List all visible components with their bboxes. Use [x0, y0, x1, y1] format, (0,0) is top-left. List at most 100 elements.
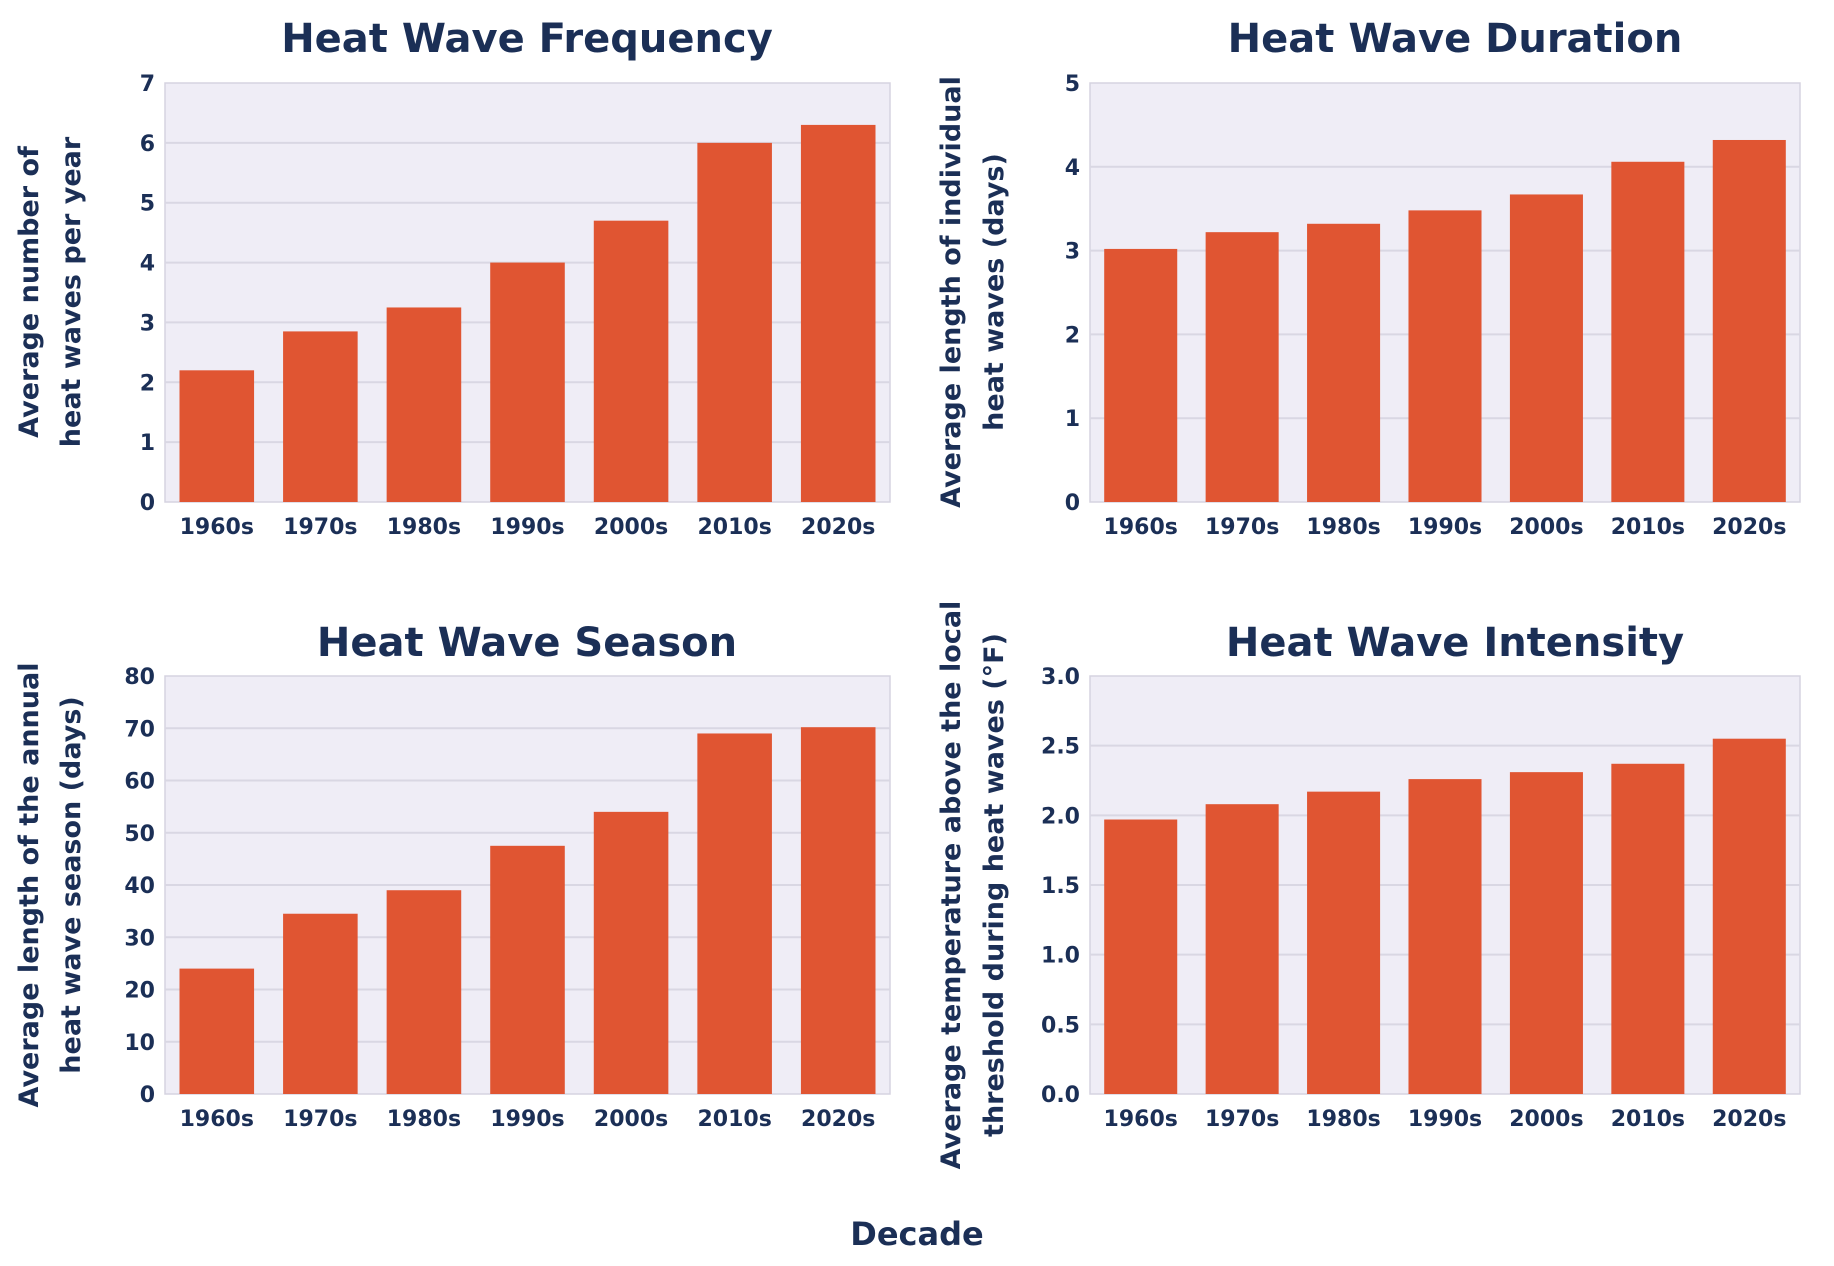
chart-3-title: Heat Wave Season — [317, 620, 737, 666]
chart-4-bar-2010s — [1611, 763, 1685, 1094]
chart-2-y-axis-label: Average length of individual — [936, 76, 967, 508]
chart-1-title: Heat Wave Frequency — [281, 16, 773, 62]
chart-3-x-tick-label: 2000s — [594, 1107, 668, 1132]
chart-1-x-tick-label: 1990s — [490, 515, 564, 540]
chart-1-x-tick-label: 1980s — [387, 515, 461, 540]
chart-4-x-tick-label: 2020s — [1712, 1107, 1786, 1132]
chart-2-x-tick-label: 1990s — [1408, 515, 1482, 540]
chart-3-y-tick-label: 60 — [124, 770, 155, 795]
chart-2-x-tick-label: 1980s — [1306, 515, 1380, 540]
chart-3-x-tick-label: 1980s — [387, 1107, 461, 1132]
chart-2-x-tick-label: 2010s — [1611, 515, 1685, 540]
chart-1-bar-1990s — [490, 262, 565, 502]
chart-1-bar-2010s — [697, 142, 772, 502]
chart-4-x-tick-label: 1960s — [1104, 1107, 1178, 1132]
chart-1-x-tick-label: 2000s — [594, 515, 668, 540]
chart-3-y-axis-label: heat wave season (days) — [56, 696, 87, 1073]
chart-3-bar-2000s — [593, 811, 669, 1094]
chart-4-title: Heat Wave Intensity — [1226, 620, 1684, 666]
chart-3-y-tick-label: 50 — [124, 822, 155, 847]
chart-1-bar-2000s — [593, 220, 669, 502]
chart-heat-wave-season: Heat Wave Season 0 10 20 30 40 50 60 70 80 1960s 19… — [14, 620, 891, 1132]
chart-1-y-tick-label: 0 — [140, 491, 155, 516]
chart-2-bar-2010s — [1611, 161, 1685, 502]
chart-3-x-tick-label: 2020s — [801, 1107, 875, 1132]
chart-2-x-tick-label: 2020s — [1712, 515, 1786, 540]
chart-2-y-tick-label: 4 — [1065, 156, 1080, 181]
chart-4-y-tick-label: 0.0 — [1041, 1083, 1080, 1108]
chart-3-bar-1960s — [179, 968, 255, 1094]
chart-2-bar-1990s — [1408, 210, 1482, 502]
chart-1-y-tick-label: 7 — [140, 72, 155, 97]
chart-4-bar-2020s — [1712, 738, 1786, 1094]
chart-3-bar-1990s — [490, 845, 565, 1094]
chart-1-y-tick-label: 2 — [140, 371, 155, 396]
chart-4-y-tick-label: 1.5 — [1041, 874, 1080, 899]
chart-3-bar-1980s — [386, 890, 462, 1094]
shared-x-axis-label: Decade — [850, 1215, 983, 1253]
chart-2-x-tick-label: 1960s — [1104, 515, 1178, 540]
chart-4-y-axis-label: threshold during heat waves (°F) — [979, 633, 1010, 1137]
chart-4-bar-1990s — [1408, 779, 1482, 1094]
chart-4-bar-1960s — [1104, 819, 1178, 1094]
chart-3-y-tick-label: 20 — [124, 979, 155, 1004]
chart-1-y-tick-label: 4 — [140, 252, 155, 277]
chart-3-bar-2020s — [800, 727, 876, 1094]
chart-1-x-tick-label: 1970s — [283, 515, 357, 540]
chart-3-y-tick-label: 30 — [124, 926, 155, 951]
chart-2-y-tick-label: 5 — [1065, 72, 1080, 97]
chart-3-y-tick-label: 80 — [124, 665, 155, 690]
chart-3-x-tick-label: 1990s — [490, 1107, 564, 1132]
chart-4-y-tick-label: 1.0 — [1041, 944, 1080, 969]
chart-2-y-tick-label: 2 — [1065, 323, 1080, 348]
chart-2-x-tick-label: 1970s — [1205, 515, 1279, 540]
chart-3-x-tick-label: 2010s — [697, 1107, 771, 1132]
chart-2-y-tick-label: 0 — [1065, 491, 1080, 516]
chart-3-bar-2010s — [697, 733, 772, 1094]
chart-4-y-tick-label: 3.0 — [1041, 665, 1080, 690]
chart-2-y-tick-label: 3 — [1065, 240, 1080, 265]
chart-3-y-tick-label: 70 — [124, 717, 155, 742]
chart-1-x-tick-label: 1960s — [180, 515, 254, 540]
chart-4-x-tick-label: 2000s — [1509, 1107, 1583, 1132]
chart-2-bar-2000s — [1509, 194, 1583, 503]
chart-1-bar-1960s — [179, 370, 255, 502]
chart-4-bar-1980s — [1307, 791, 1381, 1094]
chart-2-title: Heat Wave Duration — [1228, 16, 1683, 62]
chart-1-x-tick-label: 2020s — [801, 515, 875, 540]
chart-heat-wave-frequency: Heat Wave Frequency 0 1 2 3 4 5 6 7 1960s 1970s 198… — [14, 16, 891, 540]
chart-2-bar-1980s — [1307, 223, 1381, 502]
chart-2-bar-2020s — [1712, 139, 1786, 502]
chart-3-x-tick-label: 1960s — [180, 1107, 254, 1132]
chart-2-bar-1970s — [1205, 232, 1279, 502]
chart-1-x-tick-label: 2010s — [697, 515, 771, 540]
chart-3-y-tick-label: 10 — [124, 1031, 155, 1056]
chart-3-y-tick-label: 40 — [124, 874, 155, 899]
chart-4-y-tick-label: 2.0 — [1041, 804, 1080, 829]
chart-1-bar-2020s — [800, 124, 876, 503]
chart-2-bar-1960s — [1104, 248, 1178, 502]
chart-1-y-axis-label: Average number of — [14, 146, 45, 438]
chart-1-bar-1980s — [386, 307, 462, 502]
chart-1-y-tick-label: 5 — [140, 192, 155, 217]
chart-1-bar-1970s — [283, 331, 358, 502]
chart-4-x-tick-label: 1980s — [1306, 1107, 1380, 1132]
chart-2-y-tick-label: 1 — [1065, 407, 1080, 432]
chart-1-y-tick-label: 1 — [140, 431, 155, 456]
chart-3-bar-1970s — [283, 913, 358, 1094]
chart-4-x-tick-label: 2010s — [1611, 1107, 1685, 1132]
chart-4-x-tick-label: 1990s — [1408, 1107, 1482, 1132]
chart-4-bar-1970s — [1205, 804, 1279, 1094]
chart-3-y-axis-label: Average length of the annual — [14, 663, 45, 1108]
chart-3-x-tick-label: 1970s — [283, 1107, 357, 1132]
chart-heat-wave-intensity: Heat Wave Intensity 0.0 0.5 1.0 1.5 2.0 2.5 3.0… — [936, 601, 1801, 1170]
chart-1-y-tick-label: 3 — [140, 311, 155, 336]
chart-1-y-axis-label: heat waves per year — [56, 136, 87, 447]
chart-heat-wave-duration: Heat Wave Duration 0 1 2 3 4 5 1960s 1970s 1980s 1… — [936, 16, 1801, 540]
chart-1-y-tick-label: 6 — [140, 132, 155, 157]
chart-2-x-tick-label: 2000s — [1509, 515, 1583, 540]
chart-4-x-tick-label: 1970s — [1205, 1107, 1279, 1132]
chart-2-y-axis-label: heat waves (days) — [979, 153, 1010, 431]
chart-4-bar-2000s — [1509, 772, 1583, 1094]
chart-4-y-axis-label: Average temperature above the local — [936, 601, 967, 1170]
